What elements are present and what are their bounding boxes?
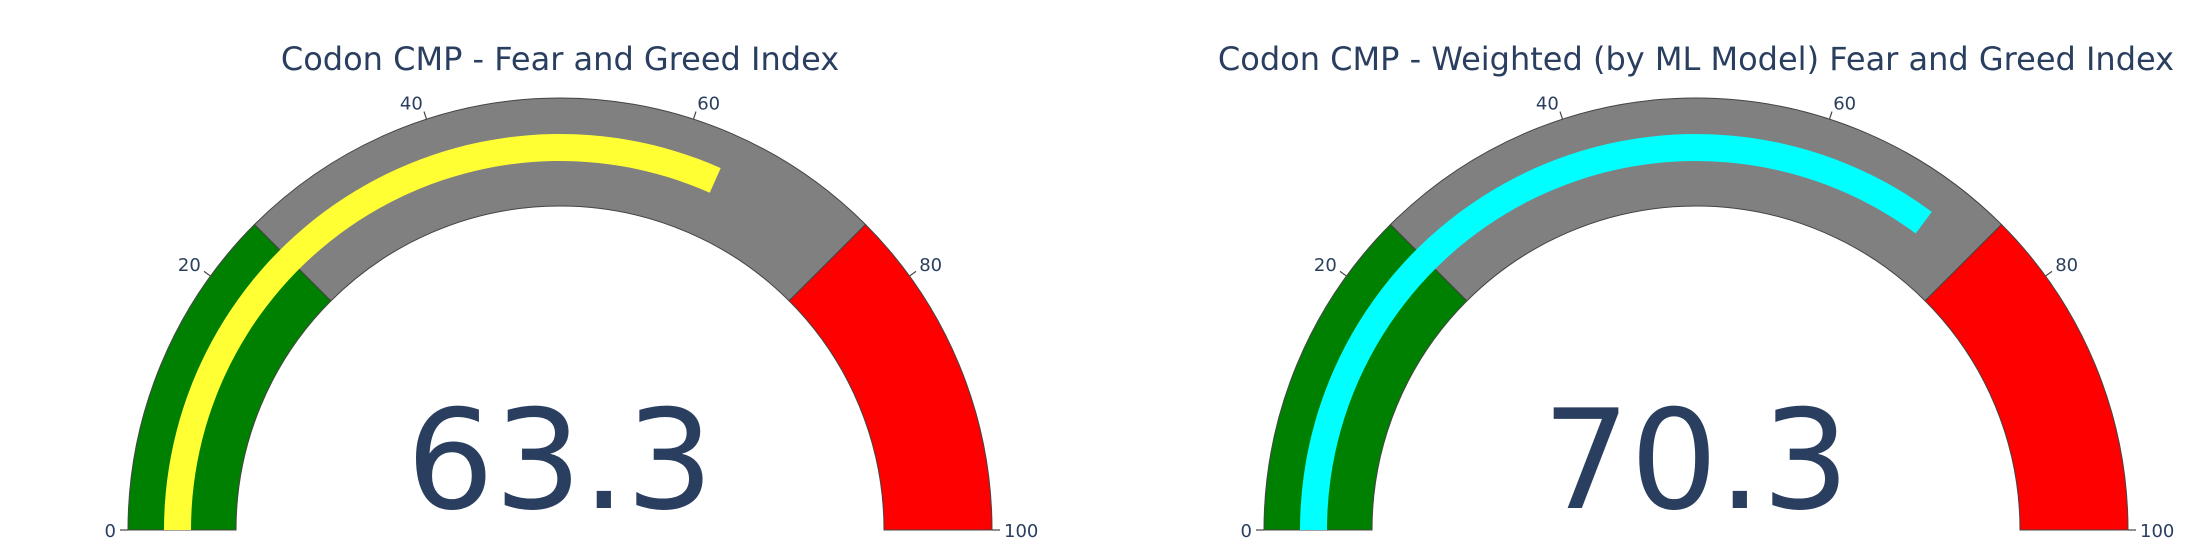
gauge-tick-label: 40	[400, 94, 423, 115]
gauge-value-bar	[164, 134, 721, 530]
gauge-tick-label: 60	[1833, 94, 1856, 115]
gauge-tick-mark	[1339, 270, 1347, 277]
gauge-value-bar	[1300, 134, 1932, 530]
gauge-title: Codon CMP - Fear and Greed Index	[281, 40, 839, 78]
gauge-step-band-2	[1389, 97, 2003, 302]
gauge-tick-label: 0	[105, 521, 116, 542]
gauge-value: 63.3	[406, 380, 713, 541]
gauge-tick-label: 80	[919, 255, 942, 276]
gauge-tick-label: 0	[1241, 521, 1252, 542]
gauge-tick-label: 60	[697, 94, 720, 115]
gauge-tick-label: 40	[1536, 94, 1559, 115]
gauge-panel-1: Codon CMP - Fear and Greed Index 0 20 40 60…	[105, 40, 1039, 542]
gauge-tick-label: 100	[1004, 521, 1038, 542]
gauge-tick-mark	[1559, 111, 1564, 120]
gauge-tick-label: 20	[178, 255, 201, 276]
gauge-title: Codon CMP - Weighted (by ML Model) Fear …	[1218, 40, 2174, 78]
gauge-tick-label: 20	[1314, 255, 1337, 276]
gauge-value: 70.3	[1542, 380, 1849, 541]
gauge-tick-mark	[909, 270, 917, 277]
gauge-step-band-3	[1924, 223, 2129, 531]
gauge-tick-mark	[1828, 111, 1833, 120]
gauge-step-band-3	[788, 223, 993, 531]
gauge-tick-mark	[2045, 270, 2053, 277]
gauge-step-band-2	[253, 97, 867, 302]
gauge-tick-label: 80	[2055, 255, 2078, 276]
gauge-panel-2: Codon CMP - Weighted (by ML Model) Fear …	[1218, 40, 2174, 542]
gauge-tick-mark	[423, 111, 428, 120]
gauge-tick-mark	[203, 270, 211, 277]
gauge-tick-label: 100	[2140, 521, 2174, 542]
gauge-tick-mark	[692, 111, 697, 120]
